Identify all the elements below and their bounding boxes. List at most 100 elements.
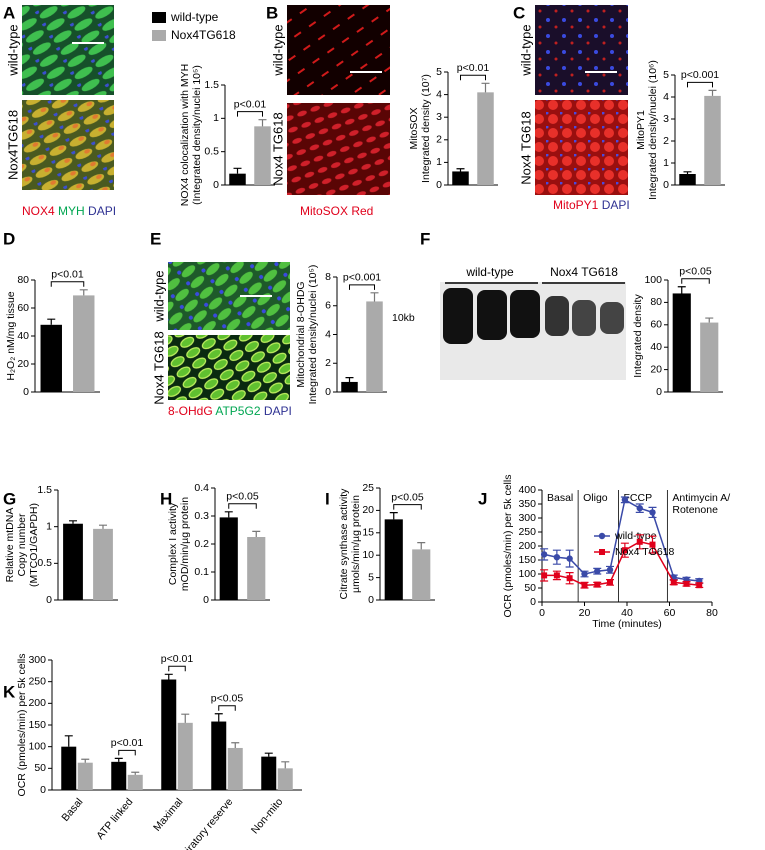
error-bar: [456, 168, 465, 172]
point: [683, 580, 690, 587]
bar: [127, 774, 143, 790]
y-tick-label: 1: [46, 520, 52, 532]
y-tick-label: 0: [368, 594, 374, 606]
y-tick-label: 80: [17, 274, 29, 286]
p-bracket: [228, 503, 257, 509]
error-bar: [64, 735, 73, 747]
error-bar: [214, 713, 223, 722]
y-axis-label: MitoSOX: [408, 107, 420, 149]
bar: [452, 171, 469, 185]
y-axis-label: Citrate synthase activity: [338, 488, 350, 600]
y-tick-label: 0.3: [194, 510, 209, 522]
point: [649, 541, 656, 548]
y-tick-label: 4: [436, 88, 442, 100]
error-bar: [281, 761, 290, 769]
y-tick-label: 0: [663, 179, 669, 191]
group-label: Nox4 TG618: [550, 265, 618, 279]
y-tick-label: 2: [663, 135, 669, 147]
bar: [247, 537, 266, 600]
y-tick-label: 1: [663, 157, 669, 169]
y-tick-label: 0.5: [204, 145, 219, 157]
point: [621, 547, 628, 554]
y-tick-label: 1: [436, 156, 442, 168]
y-tick-label: 0: [530, 596, 536, 608]
row-label: Nox4 TG618: [151, 331, 166, 404]
micrograph: [168, 335, 290, 400]
error-bar: [164, 673, 173, 680]
p-bracket: [237, 111, 263, 117]
y-tick-label: 60: [650, 319, 662, 331]
y-tick-label: 400: [518, 484, 536, 496]
y-tick-label: 200: [518, 540, 536, 552]
y-tick-label: 20: [650, 363, 662, 375]
y-tick-label: 150: [28, 719, 46, 731]
y-tick-label: 0: [40, 784, 46, 796]
y-tick-label: 0: [23, 386, 29, 398]
p-value: p<0.01: [161, 653, 194, 665]
bar: [672, 293, 691, 392]
y-tick-label: 100: [518, 568, 536, 580]
x-tick-label: 0: [539, 607, 545, 619]
panel-letter: J: [478, 489, 487, 508]
p-bracket: [349, 284, 375, 290]
p-value: p<0.01: [51, 269, 84, 281]
bar: [366, 301, 383, 392]
y-tick-label: 5: [436, 66, 442, 78]
y-axis-label: Mitochondrial 8-OHDG: [295, 281, 307, 387]
error-bar: [683, 171, 692, 174]
p-bracket: [687, 81, 713, 88]
panel-letter: H: [160, 489, 172, 508]
point: [566, 555, 573, 562]
p-value: p<0.05: [391, 491, 424, 503]
error-bar: [389, 512, 398, 520]
y-tick-label: 4: [325, 328, 331, 340]
y-tick-label: 15: [362, 527, 374, 539]
error-bar: [231, 742, 240, 748]
stain-label: NOX4 MYH DAPI: [22, 204, 116, 218]
phase-label: Basal: [547, 492, 573, 504]
p-bracket: [50, 281, 85, 287]
bar: [227, 747, 243, 790]
error-bar: [131, 771, 140, 775]
y-tick-label: 20: [17, 358, 29, 370]
error-bar: [481, 82, 490, 93]
point: [636, 538, 643, 545]
error-bar: [252, 530, 261, 537]
legend-label: wild-type: [614, 530, 657, 542]
y-tick-label: 1.5: [37, 484, 52, 496]
error-bar: [370, 292, 379, 302]
bar: [679, 174, 696, 185]
error-bar: [81, 758, 90, 763]
x-tick-label: 80: [706, 607, 718, 619]
p-value: p<0.001: [343, 272, 381, 284]
p-value: p<0.001: [681, 69, 719, 81]
y-tick-label: 0.1: [194, 566, 209, 578]
point: [581, 570, 588, 578]
y-tick-label: 350: [518, 498, 536, 510]
point: [553, 554, 561, 561]
bar: [77, 762, 93, 790]
bar: [177, 722, 193, 790]
y-tick-label: 2: [436, 134, 442, 146]
y-tick-label: 0.2: [194, 538, 209, 550]
row-label: Nox4TG618: [5, 110, 20, 180]
legend-label: wild-type: [170, 10, 219, 24]
y-tick-label: 3: [436, 111, 442, 123]
x-tick-label: 40: [621, 607, 633, 619]
panel-letter: E: [150, 229, 161, 248]
phase-label: Antimycin A/: [672, 492, 730, 504]
error-bar: [345, 377, 354, 382]
legend-label: Nox4 TG618: [615, 546, 674, 558]
bar: [40, 324, 62, 392]
y-tick-label: 100: [644, 274, 662, 286]
panel-letter: B: [266, 3, 278, 22]
y-tick-label: 50: [34, 762, 46, 774]
stain-label: 8-OHdG ATP5G2 DAPI: [168, 404, 292, 418]
point: [696, 582, 703, 589]
error-bar: [258, 119, 267, 127]
bar: [341, 381, 358, 392]
y-tick-label: 2: [325, 357, 331, 369]
point: [540, 551, 548, 558]
y-axis-label: Complex I activity: [167, 502, 179, 585]
y-tick-label: 1: [213, 112, 219, 124]
